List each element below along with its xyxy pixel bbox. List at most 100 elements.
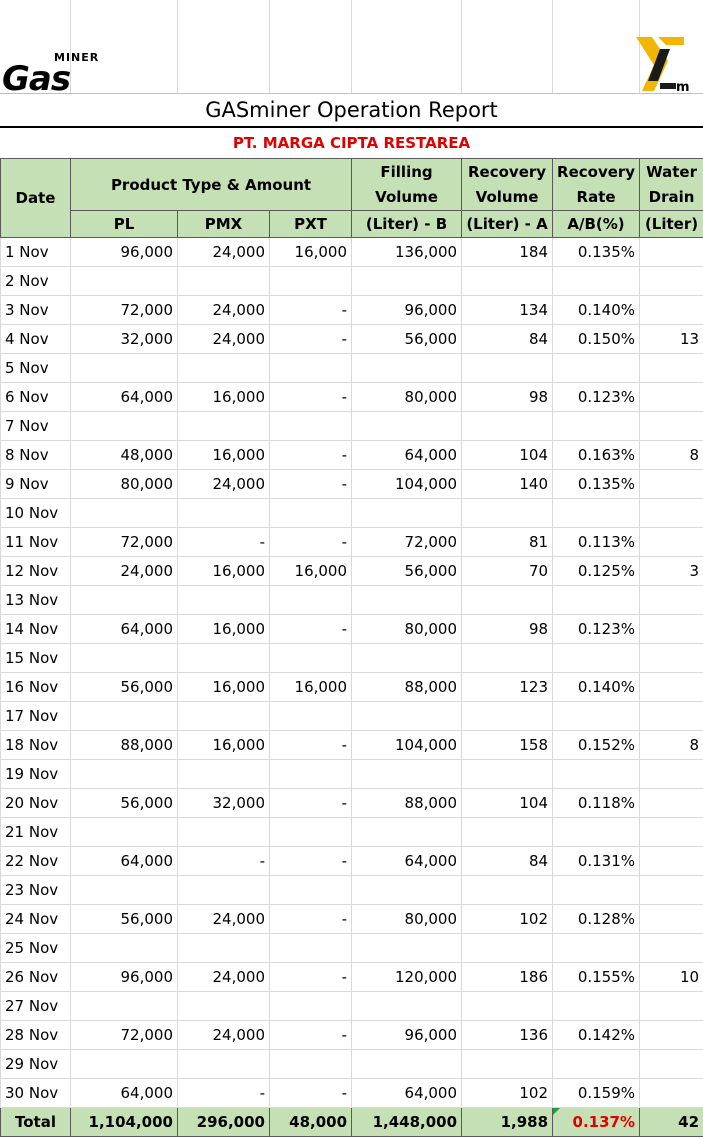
cell-rate: 0.140% <box>552 295 641 325</box>
cell-drain <box>639 991 703 1021</box>
cell-drain: 8 <box>639 440 703 470</box>
cell-filling: 56,000 <box>351 324 463 354</box>
cell-date: 29 Nov <box>0 1049 71 1079</box>
cell-filling: 56,000 <box>351 556 463 586</box>
cell-pl <box>70 498 178 528</box>
table-row: 1 Nov 96,000 24,000 16,000 136,000 184 0.135% <box>0 237 703 267</box>
cell-date: 12 Nov <box>0 556 71 586</box>
table-row: 20 Nov 56,000 32,000-88,000 104 0.118% <box>0 788 703 818</box>
cell-pxt <box>268 498 353 528</box>
cell-drain <box>639 846 703 876</box>
cell-rate: 0.152% <box>552 730 641 760</box>
cell-filling <box>351 875 463 905</box>
cell-drain: 8 <box>639 730 703 760</box>
table-row: 24 Nov 56,000 24,000-80,000 102 0.128% <box>0 904 703 934</box>
cell-date: 18 Nov <box>0 730 71 760</box>
total-pl: 1,104,000 <box>70 1107 178 1137</box>
cell-pxt <box>268 1049 353 1079</box>
cell-pl: 80,000 <box>70 469 178 499</box>
cell-pl: 72,000 <box>70 295 178 325</box>
cell-recovery: 123 <box>461 672 554 702</box>
cell-date: 16 Nov <box>0 672 71 702</box>
cell-recovery: 84 <box>461 324 554 354</box>
cell-recovery: 186 <box>461 962 554 992</box>
cell-date: 20 Nov <box>0 788 71 818</box>
cell-pxt: - <box>268 614 353 644</box>
cell-pxt <box>268 759 353 789</box>
cell-drain <box>639 527 703 557</box>
table-row: 10 Nov <box>0 498 703 528</box>
cell-rate <box>552 643 641 673</box>
cell-filling: 88,000 <box>351 672 463 702</box>
cell-filling: 96,000 <box>351 1020 463 1050</box>
cell-recovery: 98 <box>461 382 554 412</box>
top-banner: MINER Gas m <box>0 0 703 99</box>
cell-drain <box>639 498 703 528</box>
cell-recovery <box>461 933 554 963</box>
total-label: Total <box>0 1107 71 1137</box>
cell-filling: 64,000 <box>351 846 463 876</box>
company-name: PT. MARGA CIPTA RESTAREA <box>232 134 471 152</box>
cell-date: 6 Nov <box>0 382 71 412</box>
cell-pxt: - <box>268 846 353 876</box>
cell-filling: 80,000 <box>351 614 463 644</box>
cell-filling: 136,000 <box>351 237 463 267</box>
cell-drain <box>639 1020 703 1050</box>
header-recovery-volume: Recovery Volume <box>461 158 554 211</box>
cell-pxt: - <box>268 324 353 354</box>
cell-date: 25 Nov <box>0 933 71 963</box>
cell-drain <box>639 672 703 702</box>
cell-pxt <box>268 701 353 731</box>
cell-pxt <box>268 875 353 905</box>
cell-pxt <box>268 991 353 1021</box>
cell-filling: 104,000 <box>351 730 463 760</box>
cell-rate <box>552 266 641 296</box>
table-row: 11 Nov 72,000- -72,000 81 0.113% <box>0 527 703 557</box>
cell-recovery <box>461 411 554 441</box>
header-water-drain: Water Drain <box>639 158 703 211</box>
cell-date: 21 Nov <box>0 817 71 847</box>
cell-pmx: 16,000 <box>177 440 270 470</box>
cell-pl: 56,000 <box>70 672 178 702</box>
cell-pxt: - <box>268 1020 353 1050</box>
cell-pl: 32,000 <box>70 324 178 354</box>
cell-date: 28 Nov <box>0 1020 71 1050</box>
cell-pl: 24,000 <box>70 556 178 586</box>
cell-drain <box>639 643 703 673</box>
cell-pl: 64,000 <box>70 1078 178 1108</box>
cell-filling: 80,000 <box>351 904 463 934</box>
cell-date: 5 Nov <box>0 353 71 383</box>
total-pmx: 296,000 <box>177 1107 270 1137</box>
cell-date: 19 Nov <box>0 759 71 789</box>
cell-pl: 64,000 <box>70 614 178 644</box>
cell-pl: 88,000 <box>70 730 178 760</box>
cell-pmx <box>177 875 270 905</box>
cell-pxt: - <box>268 962 353 992</box>
cell-pl <box>70 817 178 847</box>
cell-drain <box>639 817 703 847</box>
cell-drain: 3 <box>639 556 703 586</box>
cell-recovery: 104 <box>461 788 554 818</box>
table-row: 4 Nov 32,000 24,000-56,000 84 0.150% 13 <box>0 324 703 354</box>
cell-date: 23 Nov <box>0 875 71 905</box>
cell-date: 7 Nov <box>0 411 71 441</box>
cell-rate <box>552 933 641 963</box>
cell-drain: 10 <box>639 962 703 992</box>
total-rate: 0.137% <box>552 1107 641 1137</box>
cell-filling <box>351 759 463 789</box>
cell-drain <box>639 382 703 412</box>
cell-pxt: - <box>268 469 353 499</box>
cell-filling: 104,000 <box>351 469 463 499</box>
cell-filling: 72,000 <box>351 527 463 557</box>
cell-pmx: 24,000 <box>177 904 270 934</box>
header-recovery-rate: Recovery Rate <box>552 158 641 211</box>
cell-pxt <box>268 643 353 673</box>
cell-pxt: 16,000 <box>268 672 353 702</box>
cell-rate <box>552 991 641 1021</box>
total-row: Total 1,104,000 296,000 48,000 1,448,000… <box>0 1107 703 1137</box>
cell-date: 14 Nov <box>0 614 71 644</box>
header-recovery-unit: (Liter) - A <box>461 210 554 238</box>
cell-recovery <box>461 643 554 673</box>
cell-date: 1 Nov <box>0 237 71 267</box>
cell-pmx <box>177 411 270 441</box>
